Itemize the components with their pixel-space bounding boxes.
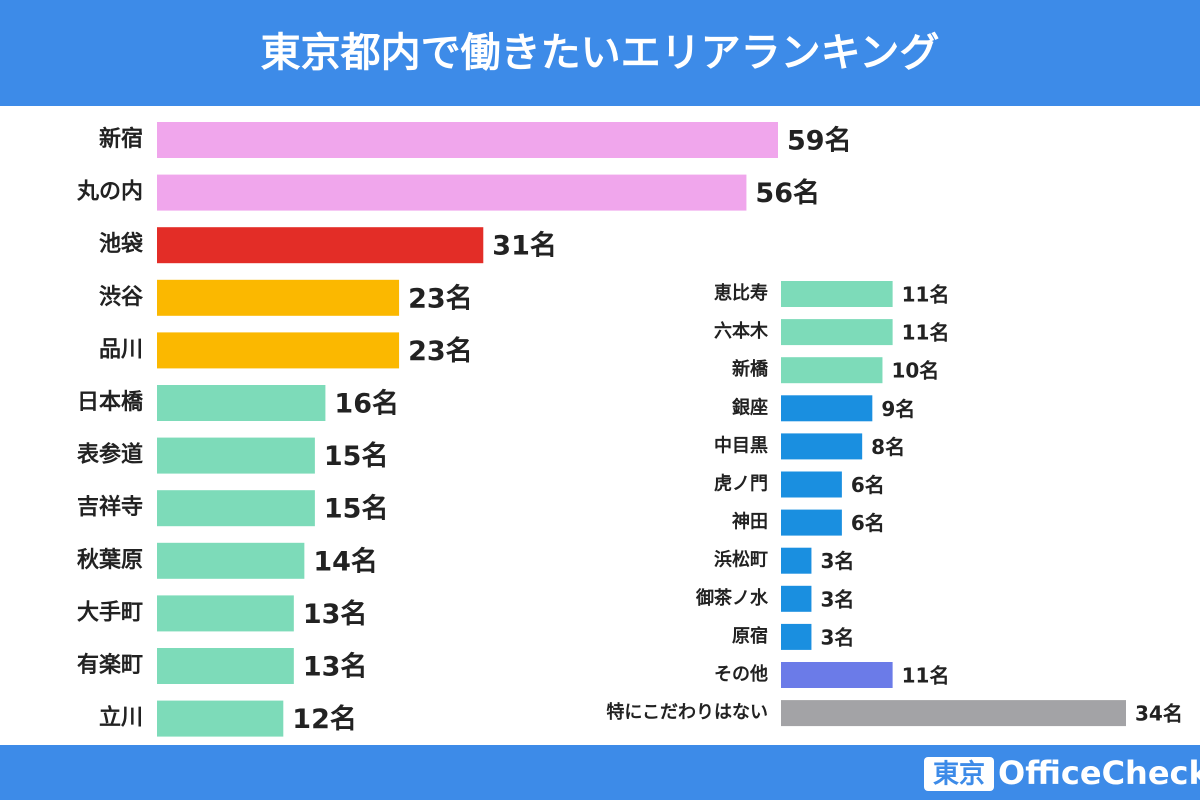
value-label: 6名: [851, 511, 885, 535]
category-label: 表参道: [77, 442, 143, 468]
value-label: 9名: [881, 397, 915, 421]
category-label: 有楽町: [77, 652, 143, 678]
chart-title: 東京都内で働きたいエリアランキング: [261, 30, 940, 76]
value-label: 14名: [313, 545, 378, 577]
category-label: 恵比寿: [714, 282, 768, 304]
bar: [781, 433, 863, 460]
bar: [157, 595, 294, 632]
logo-mark: 東京: [933, 759, 985, 790]
value-label: 59名: [787, 125, 852, 157]
category-label: 神田: [732, 511, 768, 533]
category-label: 中目黒: [714, 434, 768, 456]
bar: [157, 174, 747, 211]
category-label: 丸の内: [76, 180, 143, 205]
value-label: 11名: [902, 283, 950, 307]
bar: [781, 509, 842, 536]
category-label: 六本木: [714, 320, 769, 342]
value-label: 23名: [408, 282, 473, 314]
value-label: 3名: [820, 587, 854, 611]
logo-box: [924, 757, 994, 791]
bar: [781, 281, 893, 307]
bar: [157, 700, 284, 737]
bar: [157, 490, 315, 527]
value-label: 15名: [324, 440, 389, 472]
value-label: 11名: [902, 321, 950, 345]
value-label: 3名: [820, 625, 854, 649]
logo-name: OfficeCheck: [998, 754, 1200, 792]
category-label: 池袋: [99, 231, 144, 257]
value-label: 16名: [334, 388, 399, 420]
header: [0, 0, 1200, 106]
bar: [157, 648, 294, 684]
category-label: 原宿: [732, 625, 768, 647]
bar: [157, 227, 484, 264]
category-label: 銀座: [732, 396, 768, 418]
bar: [781, 700, 1126, 727]
bar: [781, 585, 812, 612]
bar: [781, 662, 893, 688]
category-label: 御茶ノ水: [695, 587, 769, 609]
value-label: 13名: [303, 651, 368, 683]
category-label: 虎ノ門: [714, 473, 768, 495]
value-label: 56名: [755, 177, 820, 209]
category-label: 大手町: [77, 600, 143, 625]
bar: [157, 332, 400, 369]
value-label: 11名: [902, 664, 950, 688]
value-label: 31名: [492, 230, 557, 262]
value-label: 23名: [408, 335, 473, 367]
value-label: 15名: [324, 493, 389, 525]
bar: [157, 542, 305, 579]
value-label: 3名: [820, 549, 854, 573]
bar: [781, 395, 873, 422]
bar: [157, 385, 326, 421]
category-label: 日本橋: [77, 390, 144, 415]
bar: [781, 471, 842, 498]
bar: [157, 122, 778, 158]
bar: [781, 623, 812, 650]
bar: [781, 357, 883, 384]
category-label: その他: [714, 663, 768, 685]
category-label: 渋谷: [99, 284, 144, 310]
category-label: 新橋: [732, 358, 769, 380]
value-label: 13名: [303, 598, 368, 630]
category-label: 新宿: [99, 126, 143, 152]
value-label: 8名: [871, 435, 905, 459]
category-label: 品川: [99, 337, 143, 362]
category-label: 立川: [99, 705, 143, 731]
value-label: 34名: [1135, 702, 1183, 726]
bar: [157, 279, 400, 316]
footer: [0, 745, 1200, 800]
value-label: 6名: [851, 473, 885, 497]
bar: [781, 547, 812, 574]
category-label: 秋葉原: [77, 548, 143, 573]
bar: [157, 437, 315, 474]
value-label: 12名: [292, 703, 357, 735]
category-label: 浜松町: [714, 549, 768, 571]
value-label: 10名: [891, 359, 939, 383]
bar: [781, 319, 893, 346]
category-label: 特にこだわりはない: [606, 701, 768, 723]
category-label: 吉祥寺: [77, 494, 143, 520]
